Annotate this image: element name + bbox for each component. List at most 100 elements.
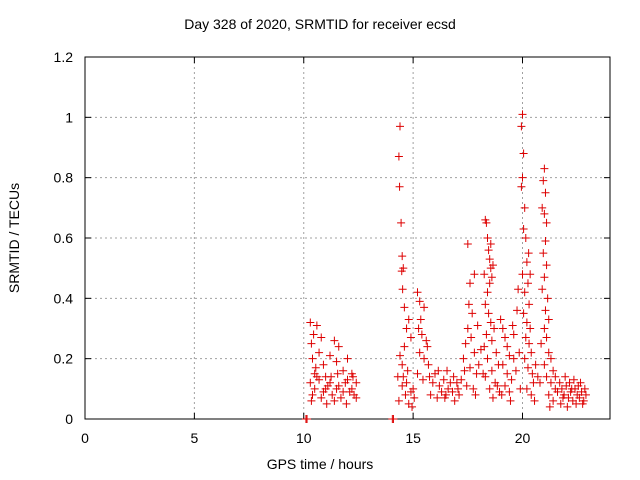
data-point [575, 393, 584, 402]
data-point [561, 372, 570, 381]
data-point [352, 393, 361, 402]
data-point [551, 372, 560, 381]
data-point [549, 396, 558, 405]
data-point [517, 122, 526, 131]
data-point [334, 342, 343, 351]
data-point [523, 363, 532, 372]
data-point [541, 306, 550, 315]
data-point [334, 381, 343, 390]
y-tick-label: 0.6 [54, 230, 74, 246]
data-point [460, 366, 469, 375]
data-point [490, 324, 499, 333]
data-point [467, 333, 476, 342]
data-point [319, 360, 328, 369]
data-point [539, 249, 548, 258]
data-point [503, 342, 512, 351]
data-point [307, 396, 316, 405]
data-point [469, 384, 478, 393]
data-point [326, 378, 334, 387]
data-point [482, 330, 491, 339]
y-tick-label: 1 [65, 109, 73, 125]
data-point [348, 372, 357, 381]
data-point [400, 303, 409, 312]
data-point [497, 390, 506, 399]
data-point [483, 354, 492, 363]
data-point [439, 375, 448, 384]
data-point [538, 285, 547, 294]
data-point [413, 369, 422, 378]
data-point [428, 378, 437, 387]
data-point [401, 390, 410, 399]
data-point [306, 318, 315, 327]
data-points [301, 110, 590, 423]
data-point [423, 342, 432, 351]
data-point [347, 384, 356, 393]
data-point [394, 152, 403, 161]
data-point [470, 348, 479, 357]
data-point [528, 369, 537, 378]
data-point [542, 261, 551, 270]
data-point [480, 342, 489, 351]
data-point [496, 315, 505, 324]
data-point [435, 381, 444, 390]
data-point [310, 384, 319, 393]
data-point [406, 333, 415, 342]
data-point [415, 348, 424, 357]
data-point [553, 387, 562, 396]
data-point [518, 270, 527, 279]
data-point [485, 384, 494, 393]
data-point [400, 342, 409, 351]
data-point [484, 309, 493, 318]
data-point [506, 396, 515, 405]
data-point [328, 390, 337, 399]
data-point [515, 348, 524, 357]
data-point [536, 378, 544, 387]
data-point [461, 339, 470, 348]
data-point [443, 366, 452, 375]
data-point [466, 363, 474, 372]
data-point [487, 273, 496, 282]
data-point [330, 336, 339, 345]
data-point [549, 366, 558, 375]
data-point [450, 396, 459, 405]
data-point [519, 309, 528, 318]
data-point [444, 384, 453, 393]
data-point [333, 369, 342, 378]
data-point [394, 396, 403, 405]
data-point [507, 375, 516, 384]
data-point [424, 360, 433, 369]
data-point [544, 348, 553, 357]
data-point [396, 351, 404, 360]
data-point [541, 237, 550, 246]
data-point [446, 378, 455, 387]
data-point [580, 384, 589, 393]
data-point [440, 393, 449, 402]
data-point [508, 321, 517, 330]
data-point [513, 306, 522, 315]
data-point [569, 375, 578, 384]
data-point [342, 399, 351, 408]
data-point [410, 393, 419, 402]
data-point [572, 399, 581, 408]
data-point [540, 164, 549, 173]
data-point [402, 378, 411, 387]
data-point [420, 354, 429, 363]
data-point [542, 333, 551, 342]
data-point [468, 309, 477, 318]
data-point [395, 182, 404, 191]
data-point [312, 372, 321, 381]
data-point [403, 366, 412, 375]
axis-ticks: 0 5 10 15 20 0 0.2 0.4 0.6 0.8 1 1.2 [54, 49, 610, 446]
data-point [322, 399, 331, 408]
data-point [555, 378, 564, 387]
data-point [307, 339, 316, 348]
data-point [542, 372, 551, 381]
data-point [481, 300, 490, 309]
data-point [558, 393, 567, 402]
y-tick-label: 0.4 [54, 290, 74, 306]
data-point [486, 240, 495, 249]
data-point [463, 324, 472, 333]
data-point [487, 336, 496, 345]
data-point [537, 339, 546, 348]
data-point [525, 339, 534, 348]
